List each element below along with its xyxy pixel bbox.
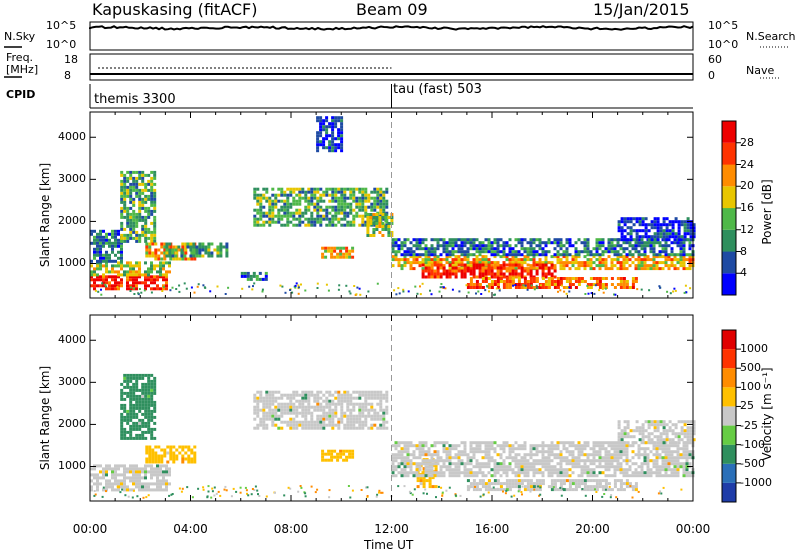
- power-colorbar-tick-label: 8: [740, 244, 747, 258]
- freq-strip-frame: [89, 53, 694, 81]
- velocity-colorbar-swatch: [722, 463, 736, 483]
- velocity-echo-region: [90, 464, 171, 492]
- velocity-colorbar-label: Velocity [m s⁻¹]: [760, 367, 774, 461]
- time-axis-label: Time UT: [364, 538, 414, 552]
- nave-tick-low: 0: [708, 69, 715, 82]
- velocity-echo-region: [321, 449, 355, 462]
- power-echo-region: [120, 170, 157, 243]
- time-tick-label: 20:00: [575, 522, 610, 536]
- velocity-ytick-label: 3000: [58, 375, 86, 389]
- cpid-segment-2: tau (fast) 503: [393, 82, 482, 97]
- velocity-colorbar-tick-label: 100: [740, 380, 761, 394]
- velocity-colorbar-tick-label: -1000: [740, 475, 772, 489]
- nsky-trace: [89, 25, 694, 31]
- time-tick-label: 08:00: [273, 522, 309, 536]
- power-echo-region: [617, 217, 696, 242]
- power-colorbar-swatch: [722, 229, 736, 252]
- freq-label: Freq.: [6, 51, 34, 64]
- freq-unit-label: [MHz]: [6, 63, 39, 76]
- power-colorbar-swatch: [722, 121, 736, 143]
- power-echo-region: [90, 229, 123, 263]
- velocity-low-range-speckle: [93, 485, 683, 499]
- nave-label: Nave: [746, 64, 775, 77]
- velocity-echo-region: [466, 479, 638, 492]
- noise-tick-low-right: 10^0: [708, 38, 739, 51]
- power-colorbar-swatch: [722, 208, 736, 230]
- power-low-range-speckle: [94, 282, 692, 296]
- velocity-colorbar-tick-label: 25: [740, 399, 754, 413]
- station-title: Kapuskasing (fitACF): [92, 0, 258, 19]
- power-ytick-label: 2000: [58, 214, 86, 228]
- power-echo-region: [391, 238, 695, 257]
- time-tick-label: 00:00: [72, 522, 108, 536]
- velocity-echo-region: [391, 441, 695, 478]
- power-colorbar-tick-label: 16: [740, 201, 754, 214]
- velocity-echo-region: [617, 420, 696, 445]
- nsky-label: N.Sky: [4, 30, 36, 43]
- velocity-colorbar-tick-label: -100: [740, 437, 765, 451]
- velocity-echo-region: [145, 445, 197, 464]
- velocity-ytick-label: 2000: [58, 417, 86, 431]
- nsearch-label: N.Search: [746, 30, 796, 43]
- velocity-colorbar-swatch: [722, 406, 736, 426]
- velocity-colorbar-tick-label: 500: [740, 361, 761, 375]
- cpid-label: CPID: [6, 88, 36, 101]
- power-colorbar-swatch: [722, 273, 736, 296]
- velocity-echo-region: [120, 373, 157, 440]
- freq-tick-high: 18: [64, 53, 78, 66]
- power-ytick-label: 4000: [58, 130, 86, 144]
- noise-tick-high-right: 10^5: [708, 19, 739, 32]
- noise-tick-high-left: 10^5: [46, 19, 77, 32]
- power-echo-region: [90, 261, 171, 277]
- power-echo-region: [253, 187, 389, 227]
- time-tick-label: 04:00: [173, 522, 208, 536]
- power-colorbar-tick-label: 24: [740, 157, 754, 171]
- power-colorbar-tick-label: 28: [740, 135, 754, 149]
- velocity-colorbar-swatch: [722, 482, 736, 502]
- freq-tick-low: 8: [64, 69, 71, 82]
- date-label: 15/Jan/2015: [593, 0, 690, 19]
- power-colorbar-tick-label: 12: [740, 222, 754, 236]
- noise-tick-low-left: 10^0: [46, 38, 77, 51]
- beam-label: Beam 09: [356, 0, 428, 19]
- power-colorbar-swatch: [722, 186, 736, 209]
- velocity-colorbar-swatch: [722, 425, 736, 445]
- power-echo-region: [165, 242, 229, 258]
- power-ytick-label: 3000: [58, 172, 86, 186]
- velocity-colorbar-tick-label: -500: [740, 456, 765, 470]
- power-colorbar-label: Power [dB]: [760, 179, 774, 245]
- power-echo-region: [240, 271, 268, 281]
- velocity-colorbar-frame: [721, 329, 737, 503]
- power-colorbar-tick-label: 20: [740, 179, 754, 193]
- velocity-colorbar-swatch: [722, 349, 736, 369]
- power-colorbar-swatch: [722, 251, 736, 274]
- power-echo-region: [316, 116, 344, 153]
- power-colorbar-swatch: [722, 164, 736, 187]
- power-echo-region: [466, 277, 638, 289]
- noise-strip-frame: [89, 21, 694, 51]
- nave-tick-high: 60: [708, 53, 722, 66]
- velocity-ytick-label: 4000: [58, 333, 86, 347]
- power-ytick-label: 1000: [58, 256, 86, 270]
- velocity-colorbar-swatch: [722, 387, 736, 407]
- time-tick-label: 16:00: [474, 522, 510, 536]
- velocity-colorbar-tick-label: -25: [740, 418, 758, 432]
- velocity-ytick-label: 1000: [58, 459, 86, 473]
- power-echo-region: [321, 246, 355, 259]
- time-tick-label: 12:00: [374, 522, 409, 536]
- velocity-colorbar-swatch: [722, 444, 736, 464]
- cpid-segment-1: themis 3300: [94, 92, 176, 107]
- velocity-echo-region: [253, 390, 389, 430]
- time-tick-label: 00:00: [675, 522, 711, 536]
- velocity-colorbar-tick-label: 1000: [740, 342, 768, 356]
- velocity-colorbar-swatch: [722, 368, 736, 388]
- power-colorbar-swatch: [722, 142, 736, 165]
- velocity-colorbar-swatch: [722, 330, 736, 350]
- power-colorbar-tick-label: 4: [740, 266, 747, 280]
